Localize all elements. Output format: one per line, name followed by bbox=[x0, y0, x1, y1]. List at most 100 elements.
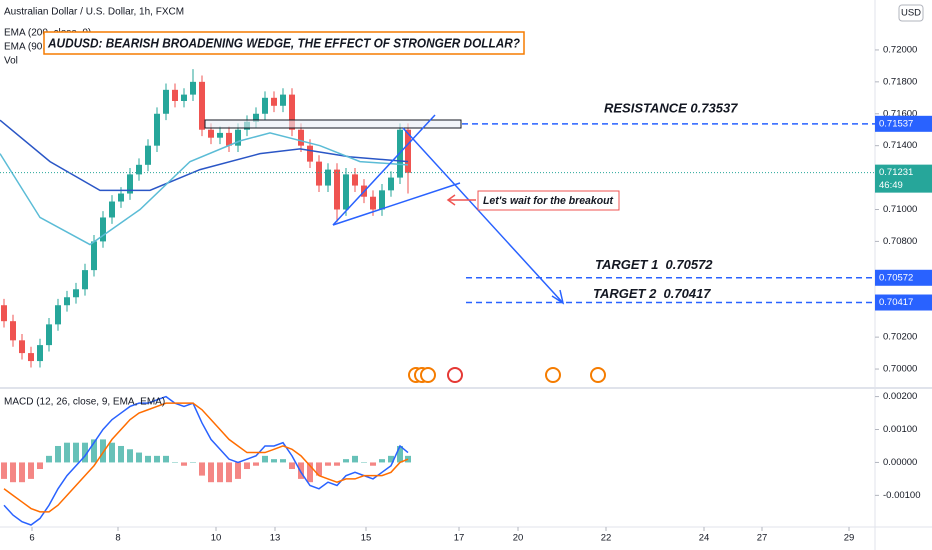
histogram-bar bbox=[325, 462, 331, 466]
level-text: TARGET 1 0.70572 bbox=[595, 257, 713, 272]
histogram-bar bbox=[28, 462, 34, 479]
wedge-upper bbox=[332, 114, 436, 226]
candle-body bbox=[370, 196, 376, 210]
candle-body bbox=[55, 305, 61, 325]
histogram-bar bbox=[289, 462, 295, 470]
candle-body bbox=[1, 305, 7, 322]
candle-body bbox=[280, 94, 286, 106]
event-icon bbox=[545, 367, 561, 383]
histogram-bar bbox=[307, 462, 313, 483]
currency-badge[interactable] bbox=[898, 4, 924, 22]
candle-body bbox=[100, 217, 106, 242]
histogram-bar bbox=[379, 459, 385, 463]
candle-body bbox=[199, 81, 205, 130]
histogram-bar bbox=[343, 459, 349, 463]
projection-arrow bbox=[402, 127, 564, 304]
x-tick-label: 13 bbox=[270, 533, 281, 544]
candle-body bbox=[388, 177, 394, 191]
histogram-bar bbox=[118, 445, 124, 463]
candle-body bbox=[405, 129, 411, 173]
y-tick-label: 0.70200 bbox=[883, 332, 917, 343]
wedge-lower bbox=[332, 182, 461, 226]
currency-label: USD bbox=[901, 8, 921, 19]
candle-body bbox=[37, 345, 43, 362]
level-tag bbox=[875, 269, 932, 286]
x-tick-label: 29 bbox=[844, 533, 855, 544]
x-tick-label: 24 bbox=[699, 533, 710, 544]
candle-body bbox=[316, 161, 322, 186]
candle-body bbox=[271, 97, 277, 106]
histogram-bar bbox=[208, 462, 214, 483]
symbol-title: Australian Dollar / U.S. Dollar, 1h, FXC… bbox=[4, 7, 184, 18]
y-tick-label: 0.71600 bbox=[883, 108, 917, 119]
y-tick-label: 0.71800 bbox=[883, 76, 917, 87]
macd-title: MACD (12, 26, close, 9, EMA, EMA) bbox=[4, 397, 165, 408]
x-tick-label: 20 bbox=[513, 533, 524, 544]
candle-body bbox=[172, 89, 178, 101]
histogram-bar bbox=[64, 442, 70, 463]
candle-body bbox=[253, 113, 259, 122]
y-tick-label: 0.71400 bbox=[883, 140, 917, 151]
candle-body bbox=[28, 353, 34, 362]
y-tick-label: 0.70000 bbox=[883, 364, 917, 375]
candle-body bbox=[352, 174, 358, 186]
histogram-bar bbox=[82, 442, 88, 463]
level-tag-label: 0.70417 bbox=[879, 297, 913, 308]
level-tag-label: 0.71537 bbox=[879, 118, 913, 129]
histogram-bar bbox=[73, 442, 79, 463]
histogram-bar bbox=[172, 462, 178, 463]
candle-body bbox=[235, 129, 241, 146]
histogram-bar bbox=[244, 462, 250, 470]
arrow-head bbox=[551, 289, 565, 305]
y-tick-label: 0.70800 bbox=[883, 236, 917, 247]
histogram-bar bbox=[253, 462, 259, 466]
level-tag bbox=[875, 294, 932, 311]
histogram-bar bbox=[226, 462, 232, 483]
histogram-bar bbox=[334, 462, 340, 466]
candle-body bbox=[154, 113, 160, 146]
histogram-bar bbox=[127, 449, 133, 463]
candle-body bbox=[262, 97, 268, 114]
x-tick-label: 10 bbox=[211, 533, 222, 544]
x-tick-label: 22 bbox=[601, 533, 612, 544]
last-price-label: 0.71231 bbox=[879, 167, 913, 178]
level-tag bbox=[875, 115, 932, 132]
histogram-bar bbox=[37, 462, 43, 470]
x-tick-label: 17 bbox=[454, 533, 465, 544]
candle-body bbox=[334, 169, 340, 210]
histogram-bar bbox=[91, 439, 97, 463]
candle-body bbox=[190, 81, 196, 95]
candle-body bbox=[343, 174, 349, 210]
level-text: TARGET 2 0.70417 bbox=[593, 286, 711, 301]
candle-body bbox=[127, 174, 133, 194]
candle-body bbox=[118, 193, 124, 202]
histogram-bar bbox=[370, 462, 376, 466]
histogram-bar bbox=[361, 462, 367, 463]
y-tick-label: 0.00100 bbox=[883, 424, 917, 435]
callout-box bbox=[477, 190, 620, 211]
x-tick-label: 8 bbox=[115, 533, 120, 544]
y-tick-label: 0.72000 bbox=[883, 44, 917, 55]
y-tick-label: 0.00200 bbox=[883, 391, 917, 402]
histogram-bar bbox=[46, 455, 52, 463]
histogram-bar bbox=[136, 452, 142, 463]
candle-body bbox=[307, 145, 313, 162]
level-text: RESISTANCE 0.73537 bbox=[604, 100, 738, 115]
marks: RESISTANCE 0.73537 TARGET 1 0.70572 TARGET… bbox=[0, 69, 875, 526]
candle-body bbox=[217, 132, 223, 138]
histogram-bar bbox=[154, 455, 160, 463]
headline: AUDUSD: BEARISH BROADENING WEDGE, THE EF… bbox=[47, 35, 520, 50]
countdown-label: 46:49 bbox=[879, 180, 903, 191]
candle-body bbox=[226, 132, 232, 146]
histogram-bar bbox=[352, 455, 358, 463]
y-tick-label: -0.00100 bbox=[883, 490, 921, 501]
level-tag-label: 0.70572 bbox=[879, 272, 913, 283]
last-price-tag bbox=[875, 164, 932, 193]
candle-body bbox=[181, 94, 187, 101]
candle-body bbox=[109, 201, 115, 218]
event-icon bbox=[590, 367, 606, 383]
histogram-bar bbox=[397, 445, 403, 463]
x-tick-label: 6 bbox=[29, 533, 34, 544]
event-icons bbox=[408, 367, 606, 383]
